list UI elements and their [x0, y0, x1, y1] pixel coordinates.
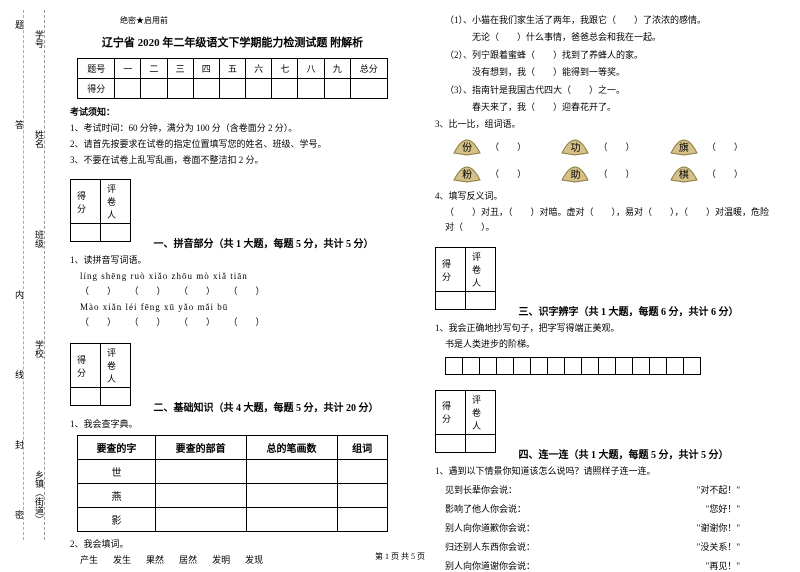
left-column: 绝密★启用前 辽宁省 2020 年二年级语文下学期能力检测试题 附解析 题号 一… [50, 10, 415, 550]
lookup-table: 要查的字 要查的部首 总的笔画数 组词 世 燕 影 [77, 435, 388, 532]
question-text: 2、我会填词。 [70, 537, 405, 550]
fill-blank: 没有想到，我（ ）能得到一等奖。 [445, 65, 770, 79]
grader-box: 得分评卷人 [70, 343, 131, 406]
grader-box: 得分评卷人 [435, 247, 496, 310]
connect-row: 影响了他人你会说："您好！" [445, 502, 740, 515]
fill-blank: （3）、指南针是我国古代四大（ ）之一。 [445, 83, 770, 97]
note-item: 1、考试时间：60 分钟，满分为 100 分（含卷面分 2 分）。 [70, 121, 405, 134]
fan-icon: 旗 [669, 135, 699, 157]
page-content: 绝密★启用前 辽宁省 2020 年二年级语文下学期能力检测试题 附解析 题号 一… [0, 0, 800, 550]
seal-label: 线 [13, 370, 26, 379]
connect-row: 见到长辈你会说："对不起！" [445, 483, 740, 496]
table-row: 要查的字 要查的部首 总的笔画数 组词 [78, 436, 388, 460]
seal-label: 密 [13, 510, 26, 519]
fill-blank: （2）、列宁跟着蜜蜂（ ）找到了养蜂人的家。 [445, 48, 770, 62]
section-1-title: 一、拼音部分（共 1 大题，每题 5 分，共计 5 分） [154, 235, 374, 250]
seal-label: 答 [13, 120, 26, 129]
page-footer: 第 1 页 共 5 页 [0, 551, 800, 562]
note-item: 2、请首先按要求在试卷的指定位置填写您的姓名、班级、学号。 [70, 137, 405, 150]
dashed-line [23, 10, 24, 540]
fan-row: 粉（ ） 助（ ） 棋（ ） [435, 162, 760, 184]
section-4-title: 四、连一连（共 1 大题，每题 5 分，共计 5 分） [519, 446, 729, 461]
seal-label: 题 [13, 20, 26, 29]
table-row: 得分 [78, 79, 388, 99]
table-row: 世 [78, 460, 388, 484]
pinyin-line: líng shēng ruò xiǎo zhōu mò xiǎ tiān [80, 271, 405, 281]
fan-icon: 份 [452, 135, 482, 157]
right-column: （1）、小猫在我们家生活了两年，我跟它（ ）了浓浓的感情。 无论（ ）什么事情，… [415, 10, 780, 550]
score-table: 题号 一 二 三 四 五 六 七 八 九 总分 得分 [77, 58, 388, 99]
copy-sentence: 书是人类进步的阶梯。 [445, 337, 770, 351]
margin-label: 姓名 [33, 130, 46, 148]
fill-blank: 春天来了，我（ ）迎春花开了。 [445, 100, 770, 114]
fan-icon: 助 [560, 162, 590, 184]
fan-row: 份（ ） 功（ ） 旗（ ） [435, 135, 760, 157]
fan-icon: 粉 [452, 162, 482, 184]
grader-box: 得分评卷人 [435, 390, 496, 453]
margin-label: 乡镇（街道） [33, 470, 46, 524]
secret-header: 绝密★启用前 [120, 15, 405, 26]
table-row: 影 [78, 508, 388, 532]
seal-label: 封 [13, 440, 26, 449]
fan-icon: 棋 [669, 162, 699, 184]
fill-blank: （ ）对丑，（ ）对暗。虚对（ ），易对（ ），（ ）对温暖，危险对（ ）。 [445, 205, 770, 234]
grader-box: 得分评卷人 [70, 179, 131, 242]
question-text: 1、我会正确地抄写句子，把字写得端正美观。 [435, 321, 770, 334]
pinyin-line: Mào xiǎn léi fēng xū yǎo mǎi bū [80, 302, 405, 312]
question-text: 1、遇到以下情景你知道该怎么说吗？请照样子连一连。 [435, 464, 770, 477]
note-item: 3、不要在试卷上乱写乱画，卷面不整洁扣 2 分。 [70, 153, 405, 166]
writing-grid [445, 357, 770, 375]
table-row: 题号 一 二 三 四 五 六 七 八 九 总分 [78, 59, 388, 79]
connect-row: 别人向你道歉你会说："谢谢你！" [445, 521, 740, 534]
question-text: 1、读拼音写词语。 [70, 253, 405, 266]
seal-label: 内 [13, 290, 26, 299]
margin-label: 班级 [33, 230, 46, 248]
margin-label: 学校 [33, 340, 46, 358]
question-text: 3、比一比，组词语。 [435, 117, 770, 130]
binding-margin: 学号 姓名 班级 学校 乡镇（街道） 题 答 内 线 封 密 [5, 10, 45, 540]
question-text: 1、我会查字典。 [70, 417, 405, 430]
section-2-title: 二、基础知识（共 4 大题，每题 5 分，共计 20 分） [154, 399, 379, 414]
question-text: 4、填写反义词。 [435, 189, 770, 202]
answer-brackets: （ ）（ ）（ ）（ ） [80, 284, 405, 297]
notes-header: 考试须知： [70, 105, 405, 118]
fan-icon: 功 [560, 135, 590, 157]
fill-blank: （1）、小猫在我们家生活了两年，我跟它（ ）了浓浓的感情。 [445, 13, 770, 27]
section-3-title: 三、识字辨字（共 1 大题，每题 6 分，共计 6 分） [519, 303, 739, 318]
exam-title: 辽宁省 2020 年二年级语文下学期能力检测试题 附解析 [60, 34, 405, 50]
table-row: 燕 [78, 484, 388, 508]
answer-brackets: （ ）（ ）（ ）（ ） [80, 315, 405, 328]
margin-label: 学号 [33, 30, 46, 48]
fill-blank: 无论（ ）什么事情，爸爸总会和我在一起。 [445, 30, 770, 44]
